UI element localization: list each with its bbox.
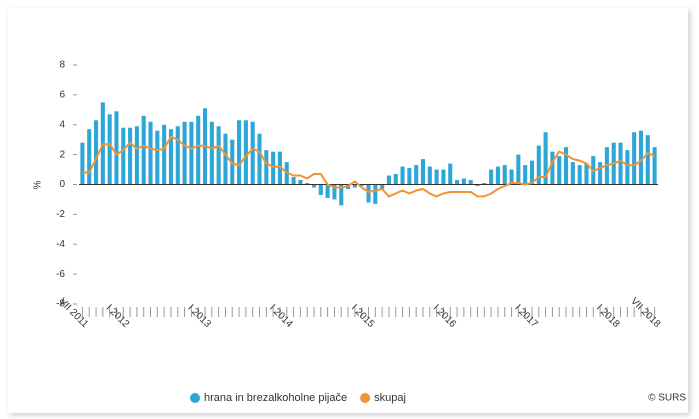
bar (155, 130, 160, 185)
bar (114, 111, 119, 185)
bar (271, 151, 276, 185)
bar (121, 127, 126, 185)
legend-label: hrana in brezalkoholne pijače (204, 392, 347, 404)
bar (366, 184, 371, 203)
bar (182, 121, 187, 185)
y-tick-label: 2 (59, 149, 65, 160)
bar (209, 121, 214, 185)
y-axis-label: % (33, 180, 44, 189)
bar (386, 175, 391, 185)
bar (652, 147, 657, 185)
bar (618, 142, 623, 185)
bar (407, 168, 412, 185)
line (82, 135, 656, 198)
bar (468, 180, 473, 185)
bar (264, 150, 269, 185)
y-tick-label: 0 (59, 179, 65, 190)
bar (638, 130, 644, 185)
bar (523, 165, 528, 185)
y-tick-label: 8 (59, 60, 65, 71)
bar (516, 154, 521, 185)
bar (93, 120, 99, 185)
bar (352, 184, 357, 188)
bar (332, 184, 337, 200)
bar (359, 184, 364, 186)
bar (495, 166, 500, 185)
bar (529, 160, 535, 185)
y-tick-label: 6 (59, 90, 65, 101)
bar (134, 126, 139, 185)
bar (543, 132, 548, 185)
bar (414, 165, 419, 185)
bar (393, 174, 398, 185)
bar (311, 184, 317, 188)
bar (563, 147, 569, 185)
y-tick-label: 4 (59, 119, 65, 130)
bar (318, 184, 323, 195)
bar (298, 180, 303, 185)
bar (87, 129, 92, 185)
y-tick-label: -4 (56, 239, 65, 250)
bar (257, 133, 262, 185)
bar (489, 169, 494, 185)
bar (339, 184, 344, 206)
bar (148, 121, 153, 185)
bar (80, 142, 85, 185)
bar (427, 166, 432, 185)
bar (196, 115, 201, 185)
bar (175, 126, 180, 185)
legend-marker (190, 393, 200, 403)
bar (400, 166, 405, 185)
frame (8, 8, 688, 413)
bar (291, 177, 296, 185)
bar (502, 165, 507, 185)
y-tick-label: -8 (56, 299, 65, 310)
bar (128, 127, 133, 185)
bar (243, 120, 248, 185)
bar (434, 169, 439, 185)
bar (584, 163, 589, 185)
bar (645, 135, 650, 185)
bar (141, 115, 146, 185)
bar (237, 120, 242, 185)
bar (305, 183, 310, 185)
bar (250, 121, 255, 185)
bar (536, 145, 541, 185)
bar (550, 151, 555, 185)
bar (482, 183, 487, 185)
bar (455, 180, 460, 185)
bar (373, 184, 378, 204)
legend-marker (360, 393, 371, 403)
bar (380, 184, 385, 189)
y-tick-label: -6 (56, 269, 65, 280)
bar (461, 178, 466, 185)
bar (420, 159, 426, 185)
bar (168, 129, 174, 185)
source: © SURS (648, 393, 686, 404)
bar (325, 184, 330, 198)
bar (475, 184, 480, 186)
bar (216, 126, 221, 185)
bar (577, 165, 582, 185)
bar (223, 133, 228, 185)
bar (277, 151, 282, 185)
y-tick-label: -2 (56, 209, 65, 220)
bar (557, 156, 562, 185)
bar (625, 150, 630, 185)
bar (632, 132, 637, 185)
legend-label: skupaj (374, 392, 406, 404)
bar (189, 121, 194, 185)
bar (441, 169, 446, 185)
bar (107, 114, 112, 185)
bar (570, 162, 575, 185)
bar (162, 124, 167, 185)
bar (509, 169, 514, 185)
bar (598, 162, 603, 185)
bar (448, 163, 453, 185)
